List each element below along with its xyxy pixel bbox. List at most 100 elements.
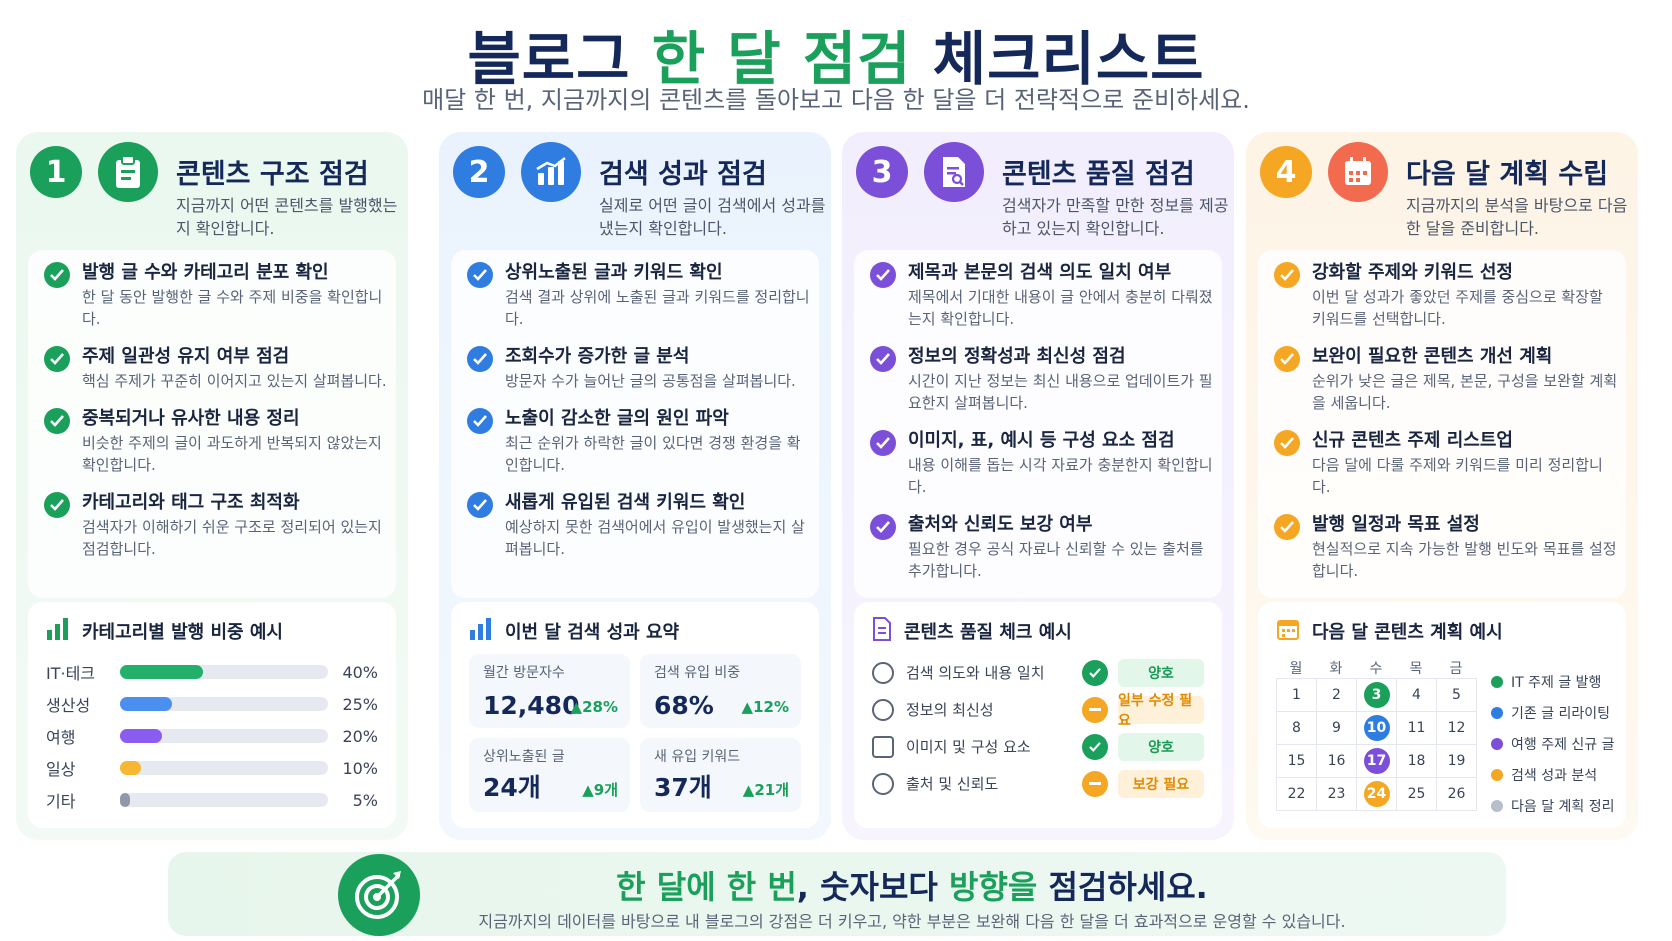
day-number: 22 (1287, 786, 1306, 802)
check-icon (1274, 430, 1300, 456)
calendar-day: 4 (1397, 679, 1437, 712)
bar-track (120, 665, 328, 679)
section-title: 다음 달 계획 수립 (1406, 159, 1609, 190)
bar-chart-icon (469, 618, 493, 644)
bar-value: 20% (342, 726, 378, 746)
day-number: 1 (1292, 687, 1301, 703)
calendar-legend: IT 주제 글 발행 기존 글 리라이팅 여행 주제 신규 글 검색 성과 분석 다음 … (1491, 658, 1615, 821)
step-number: 3 (856, 146, 908, 198)
calendar-day: 5 (1437, 679, 1477, 712)
check-icon (870, 262, 896, 288)
document-search-icon (924, 142, 984, 202)
checklist-item: 조회수가 증가한 글 분석 방문자 수가 늘어난 글의 공통점을 살펴봅니다. (459, 344, 811, 392)
calendar-day: 10 (1357, 712, 1397, 745)
section-title: 콘텐츠 구조 점검 (176, 159, 369, 190)
bar-label: IT·테크 (46, 664, 96, 683)
step-number: 1 (30, 146, 82, 198)
calendar-grid: 1 2 3 4 5 8 9 10 11 12 15 16 17 18 19 22 23 24 25 26 (1276, 678, 1477, 811)
legend-label: 여행 주제 신규 글 (1511, 736, 1615, 753)
check-icon (467, 262, 493, 288)
check-icon (1082, 659, 1108, 686)
section-title: 콘텐츠 품질 점검 (1002, 159, 1195, 190)
footer-headline: 한 달에 한 번, 숫자보다 방향을 점검하세요. (616, 868, 1208, 906)
section-desc: 지금까지 어떤 콘텐츠를 발행했는지 확인합니다. (176, 196, 398, 238)
check-icon (1274, 514, 1300, 540)
checklist-item: 중복되거나 유사한 내용 정리 비슷한 주제의 글이 과도하게 반복되지 않았는… (36, 406, 388, 476)
bar-track (120, 761, 328, 775)
quality-row: 출처 및 신뢰도 보강 필요 (872, 765, 1204, 802)
day-number: 9 (1332, 720, 1341, 736)
checklist: 상위노출된 글과 키워드 확인 검색 결과 상위에 노출된 글과 키워드를 정리… (451, 250, 819, 598)
search-summary-panel: 이번 달 검색 성과 요약 월간 방문자수 12,480 ▲28% 검색 유입 … (451, 602, 819, 828)
legend-dot (1491, 675, 1503, 688)
bar-row: 생산성 25% (46, 688, 378, 720)
day-number: 5 (1452, 687, 1461, 703)
calendar-day: 19 (1437, 745, 1477, 778)
bar-row: IT·테크 40% (46, 656, 378, 688)
calendar-day: 18 (1397, 745, 1437, 778)
bar-fill (120, 729, 162, 743)
checklist-item: 카테고리와 태그 구조 최적화 검색자가 이해하기 쉬운 구조로 정리되어 있는… (36, 490, 388, 560)
section-desc: 검색자가 만족할 만한 정보를 제공하고 있는지 확인합니다. (1002, 196, 1229, 238)
bar-track (120, 697, 328, 711)
calendar-day: 8 (1277, 712, 1317, 745)
bar-value: 5% (352, 790, 378, 810)
bar-list: IT·테크 40% 생산성 25% 여행 20% 일상 10% 기타 5% (46, 656, 378, 816)
bar-label: 여행 (46, 728, 76, 747)
legend-item: 여행 주제 신규 글 (1491, 728, 1615, 759)
status-badge: 보강 필요 (1118, 769, 1204, 798)
day-number: 15 (1287, 753, 1306, 769)
day-number: 12 (1447, 720, 1466, 736)
panel-title: 이번 달 검색 성과 요약 (505, 622, 680, 643)
weekday-label: 금 (1449, 661, 1463, 677)
day-number: 25 (1407, 786, 1426, 802)
section-desc: 지금까지의 분석을 바탕으로 다음 한 달을 준비합니다. (1406, 196, 1628, 238)
legend-item: 기존 글 리라이팅 (1491, 697, 1615, 728)
checklist-item: 보완이 필요한 콘텐츠 개선 계획 순위가 낮은 글은 제목, 본문, 구성을 … (1266, 344, 1618, 414)
day-number: 17 (1363, 748, 1390, 774)
calendar-day: 11 (1397, 712, 1437, 745)
calendar-day: 22 (1277, 778, 1317, 811)
checklist-item: 상위노출된 글과 키워드 확인 검색 결과 상위에 노출된 글과 키워드를 정리… (459, 260, 811, 330)
calendar-day: 17 (1357, 745, 1397, 778)
search-check-icon (872, 661, 894, 684)
check-icon (44, 408, 70, 434)
checklist-item: 발행 일정과 목표 설정 현실적으로 지속 가능한 발행 빈도와 목표를 설정합… (1266, 512, 1618, 582)
legend-label: 기존 글 리라이팅 (1511, 705, 1611, 722)
checklist: 제목과 본문의 검색 의도 일치 여부 제목에서 기대한 내용이 글 안에서 충… (854, 250, 1222, 598)
calendar-day: 2 (1317, 679, 1357, 712)
weekday-label: 목 (1409, 661, 1423, 677)
stat-card: 새 유입 키워드 37개 ▲21개 (640, 738, 801, 812)
bar-fill (120, 761, 141, 775)
check-icon (467, 346, 493, 372)
check-icon (1082, 733, 1108, 760)
stat-card: 상위노출된 글 24개 ▲9개 (469, 738, 630, 812)
bar-fill (120, 665, 204, 679)
bar-row: 기타 5% (46, 784, 378, 816)
status-badge: 일부 수정 필요 (1118, 693, 1204, 729)
calendar-day: 23 (1317, 778, 1357, 811)
legend-dot (1491, 737, 1503, 750)
bar-chart-icon (46, 618, 70, 644)
section-desc: 실제로 어떤 글이 검색에서 성과를 냈는지 확인합니다. (599, 196, 826, 238)
checklist-item: 강화할 주제와 키워드 선정 이번 달 성과가 좋았던 주제를 중심으로 확장할… (1266, 260, 1618, 330)
bar-track (120, 793, 328, 807)
bar-label: 생산성 (46, 696, 91, 715)
stat-card: 월간 방문자수 12,480 ▲28% (469, 654, 630, 728)
clipboard-icon (98, 142, 158, 202)
calendar-day: 9 (1317, 712, 1357, 745)
check-icon (44, 262, 70, 288)
quality-row: 정보의 최신성 일부 수정 필요 (872, 691, 1204, 729)
bar-track (120, 729, 328, 743)
bar-value: 10% (342, 758, 378, 778)
section-content-structure: 1 콘텐츠 구조 점검 지금까지 어떤 콘텐츠를 발행했는지 확인합니다. 발행… (16, 132, 408, 840)
day-number: 19 (1447, 753, 1466, 769)
page-subtitle: 매달 한 번, 지금까지의 콘텐츠를 돌아보고 다음 한 달을 더 전략적으로 … (422, 86, 1250, 114)
checklist: 강화할 주제와 키워드 선정 이번 달 성과가 좋았던 주제를 중심으로 확장할… (1258, 250, 1626, 598)
day-number: 2 (1332, 687, 1341, 703)
calendar-day: 24 (1357, 778, 1397, 811)
step-number: 4 (1260, 146, 1312, 198)
bar-row: 일상 10% (46, 752, 378, 784)
checklist: 발행 글 수와 카테고리 분포 확인 한 달 동안 발행한 글 수와 주제 비중… (28, 250, 396, 598)
